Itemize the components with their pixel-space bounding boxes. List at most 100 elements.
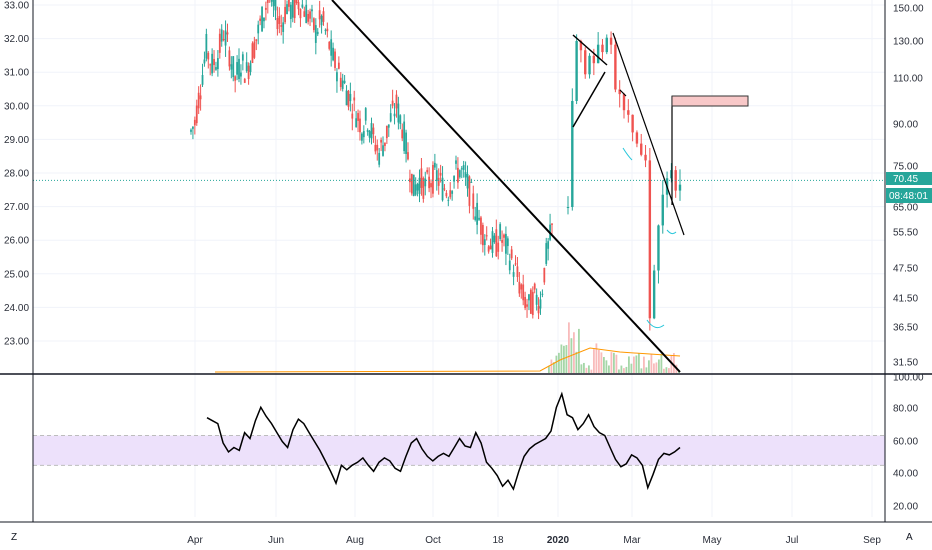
volume-bar bbox=[660, 353, 663, 373]
candle-body bbox=[433, 162, 436, 168]
candle-body bbox=[370, 123, 373, 139]
countdown-badge bbox=[886, 188, 932, 203]
volume-bar bbox=[603, 357, 605, 373]
volume-bar bbox=[615, 354, 618, 373]
candle-body bbox=[584, 50, 587, 75]
candle-body bbox=[314, 25, 317, 43]
candle-body bbox=[345, 90, 348, 106]
candle-body bbox=[316, 31, 319, 35]
candle-body bbox=[432, 164, 434, 194]
candle-body bbox=[276, 18, 279, 30]
time-tick-label: Jun bbox=[268, 535, 284, 546]
volume-bars bbox=[214, 322, 681, 373]
candle-body bbox=[291, 0, 294, 18]
candle-body bbox=[661, 194, 664, 226]
volume-bar bbox=[563, 345, 565, 373]
right-tick-label: 36.50 bbox=[893, 323, 918, 334]
right-tick-label: 41.50 bbox=[893, 294, 918, 305]
candle-body bbox=[274, 0, 277, 11]
candle-body bbox=[251, 43, 254, 64]
candle-body bbox=[453, 176, 455, 182]
candle-body bbox=[407, 152, 409, 160]
candle-body bbox=[391, 100, 394, 106]
candle-body bbox=[449, 190, 452, 198]
left-tick-label: 25.00 bbox=[4, 269, 29, 280]
candle-body bbox=[349, 93, 352, 102]
candle-body bbox=[412, 174, 415, 197]
candle-body bbox=[240, 72, 242, 77]
left-tick-label: 32.00 bbox=[4, 34, 29, 45]
time-tick-label: May bbox=[703, 535, 722, 546]
candle-body bbox=[368, 131, 371, 138]
right-tick-label: 130.00 bbox=[893, 37, 924, 48]
volume-bar bbox=[635, 355, 638, 373]
right-tick-label: 31.50 bbox=[893, 358, 918, 369]
left-tick-label: 24.00 bbox=[4, 303, 29, 314]
time-tick-label: Sep bbox=[863, 535, 881, 546]
candle-body bbox=[293, 0, 296, 19]
candle-body bbox=[211, 53, 214, 74]
candle-body bbox=[224, 30, 227, 46]
candle-body bbox=[364, 108, 367, 121]
candle-body bbox=[284, 6, 286, 23]
candle-body bbox=[278, 16, 281, 24]
time-tick-label: Oct bbox=[425, 535, 441, 546]
candle-body bbox=[464, 172, 467, 178]
left-tick-label: 28.00 bbox=[4, 169, 29, 180]
left-tick-label: 27.00 bbox=[4, 202, 29, 213]
right-tick-label: 75.00 bbox=[893, 162, 918, 173]
candle-body bbox=[670, 170, 673, 179]
candle-body bbox=[322, 11, 325, 22]
candle-body bbox=[197, 92, 200, 109]
candle-body bbox=[263, 17, 265, 22]
volume-bar bbox=[653, 363, 655, 373]
volume-bar bbox=[638, 353, 640, 373]
candle-body bbox=[385, 125, 388, 139]
target-box bbox=[671, 95, 749, 107]
candle-body bbox=[445, 192, 448, 197]
candle-body bbox=[422, 178, 425, 199]
candle-body bbox=[307, 13, 310, 22]
volume-bar bbox=[578, 328, 580, 373]
volume-bar bbox=[665, 367, 668, 373]
candle-body bbox=[360, 133, 363, 141]
candle-body bbox=[497, 242, 500, 252]
candle-body bbox=[514, 263, 517, 265]
candle-body bbox=[207, 52, 210, 60]
candle-body bbox=[209, 64, 212, 66]
volume-bar bbox=[610, 352, 613, 373]
candle-body bbox=[289, 4, 292, 20]
candle-body bbox=[264, 7, 267, 10]
candle-body bbox=[551, 223, 553, 225]
candle-body bbox=[228, 50, 231, 67]
candle-body bbox=[288, 0, 290, 7]
volume-bar bbox=[560, 344, 563, 373]
candle-body bbox=[409, 178, 411, 183]
candle-body bbox=[347, 90, 350, 107]
candle-body bbox=[222, 39, 225, 41]
candle-body bbox=[372, 127, 375, 135]
candle-body bbox=[501, 239, 503, 243]
candle-body bbox=[195, 105, 198, 124]
candle-body bbox=[328, 41, 331, 49]
candle-body bbox=[257, 24, 260, 34]
candle-body bbox=[401, 129, 404, 139]
volume-bar bbox=[565, 345, 568, 373]
trend-drawings bbox=[33, 0, 885, 373]
time-tick-label: Aug bbox=[346, 535, 364, 546]
volume-bar bbox=[548, 365, 550, 373]
bottom-right-auto-button[interactable]: A bbox=[906, 532, 913, 543]
candle-body bbox=[395, 94, 398, 109]
candle-body bbox=[526, 304, 528, 307]
bottom-left-z-button[interactable]: Z bbox=[11, 532, 18, 543]
candle-body bbox=[378, 152, 381, 165]
candle-body bbox=[249, 63, 252, 72]
volume-bar bbox=[628, 356, 630, 373]
volume-bar bbox=[623, 368, 625, 373]
long-downtrend-line bbox=[331, 0, 681, 373]
candle-body bbox=[380, 139, 383, 143]
arc-marker bbox=[622, 147, 633, 161]
candle-body bbox=[428, 176, 431, 189]
arc-marker bbox=[646, 319, 665, 329]
